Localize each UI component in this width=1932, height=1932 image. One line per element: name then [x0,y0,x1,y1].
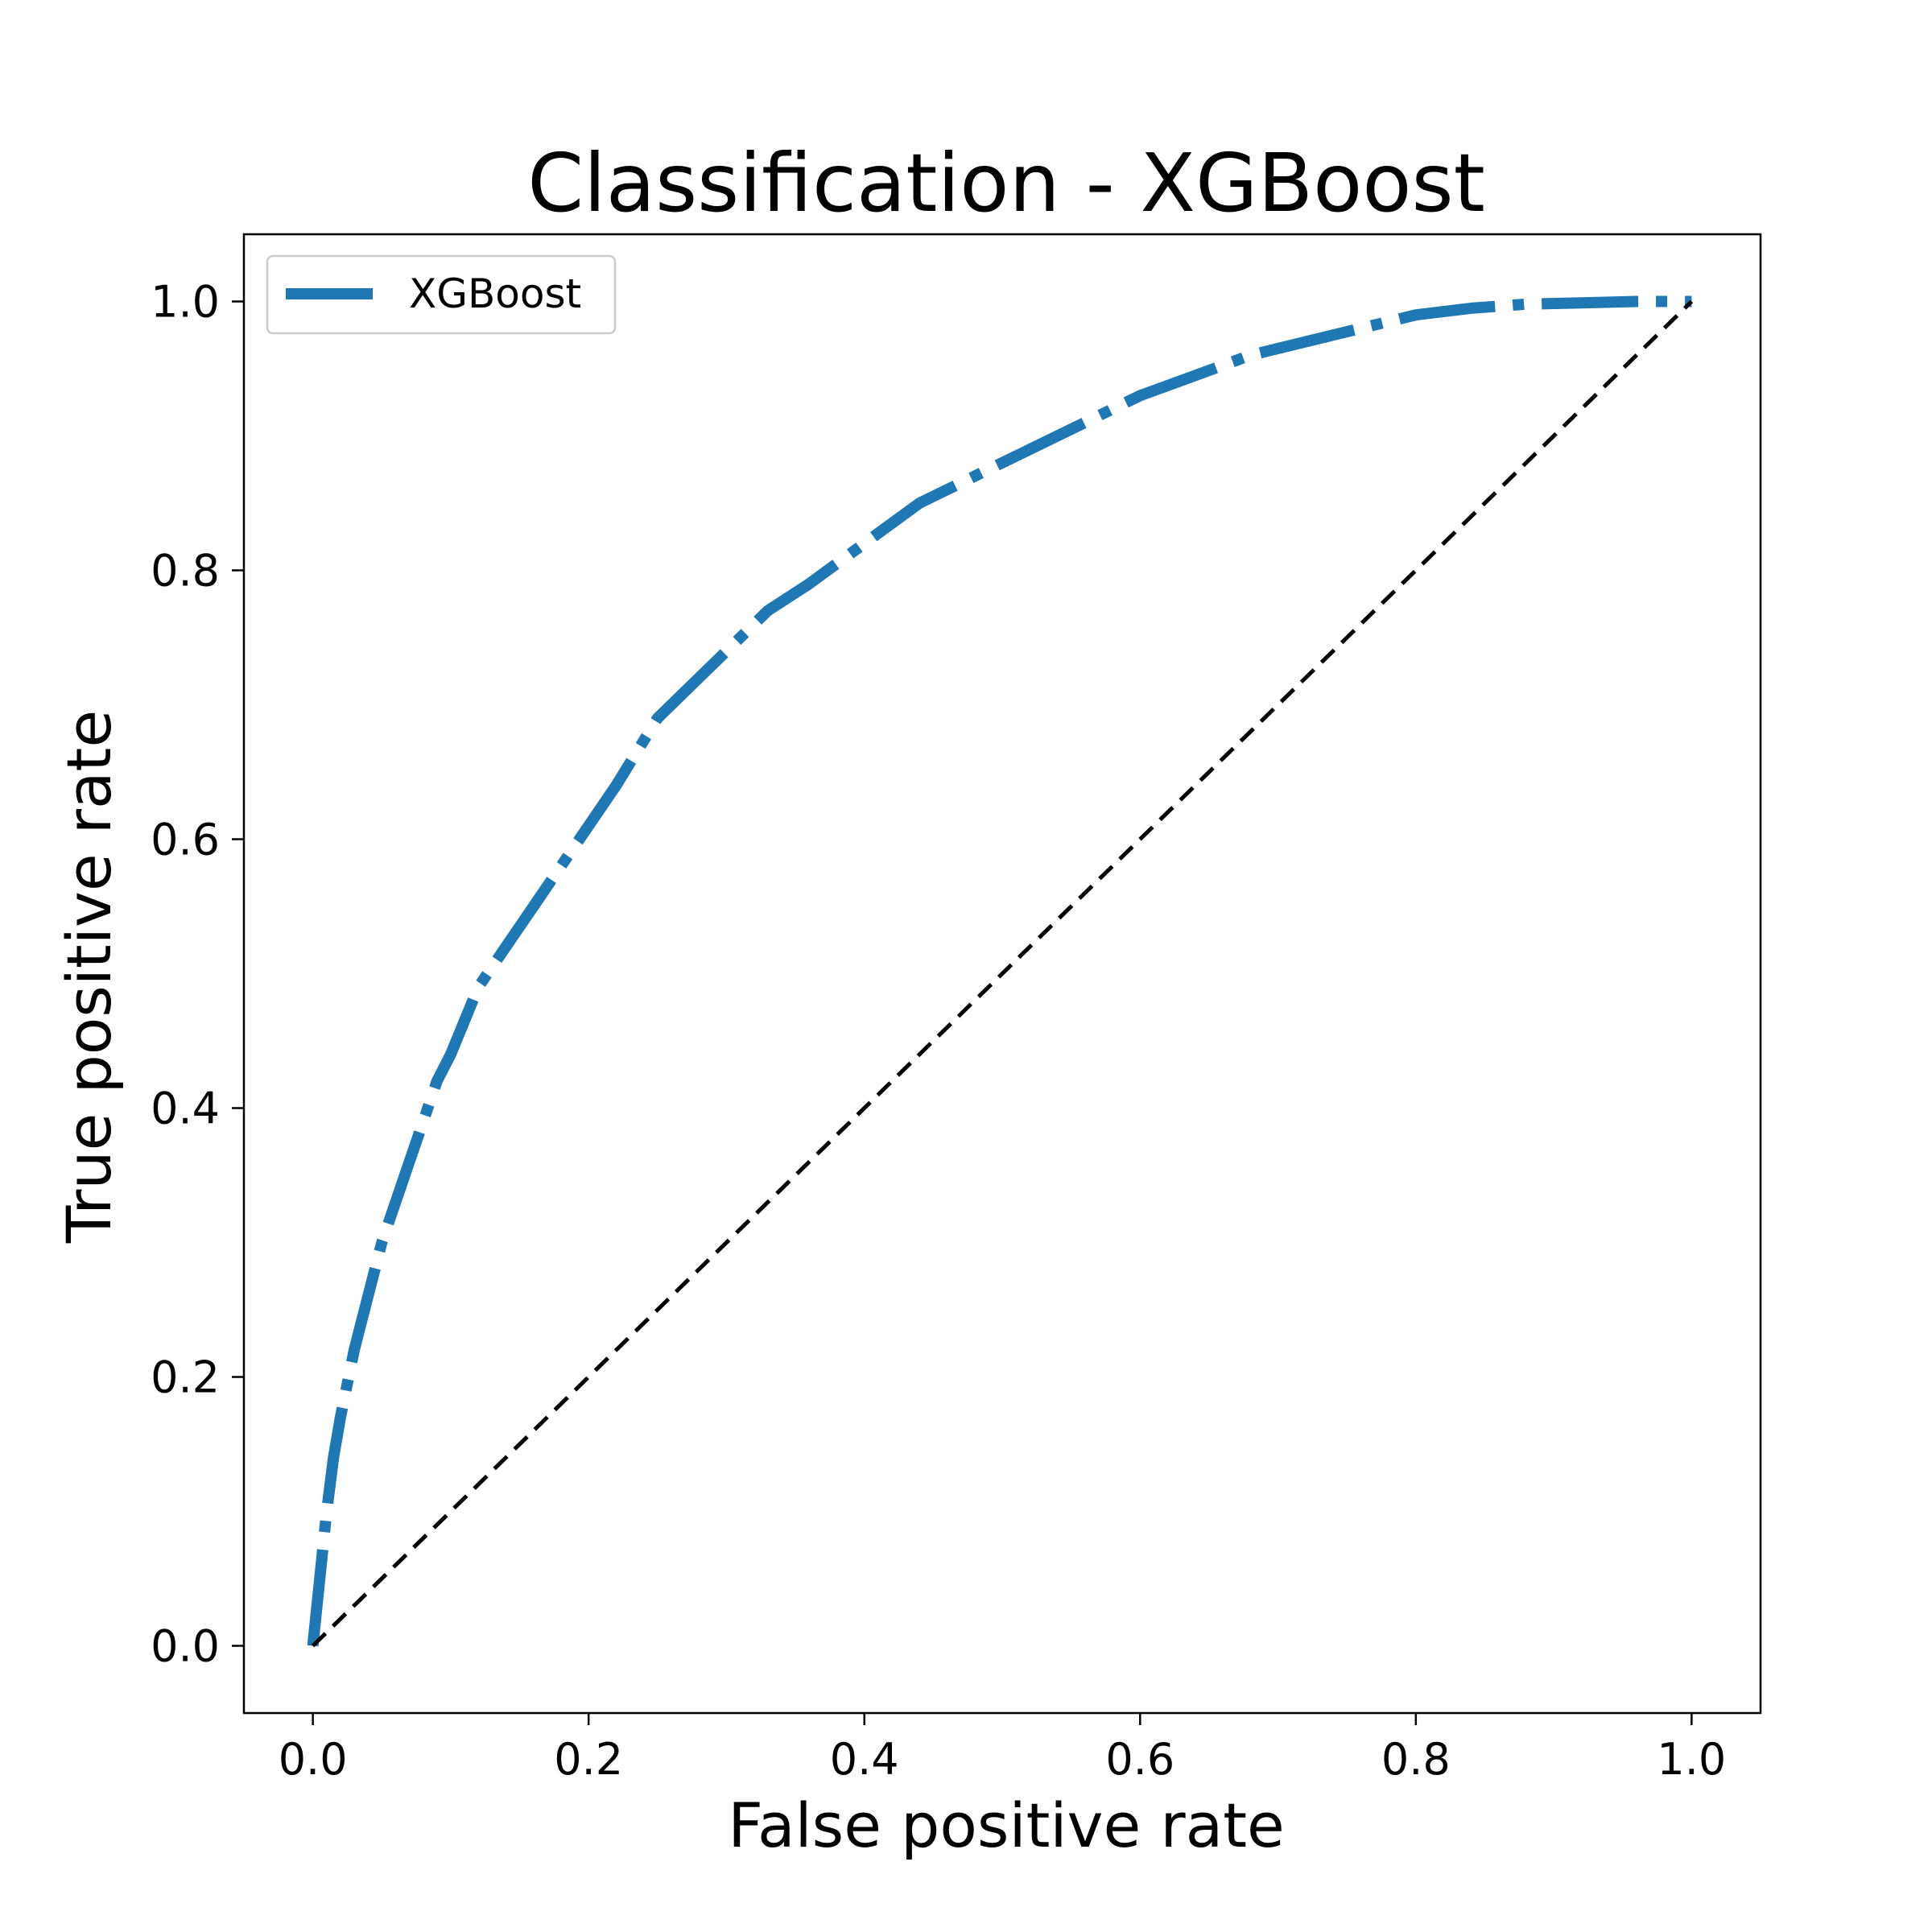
roc-curve-line [307,295,1692,1647]
legend-box [266,254,617,335]
x-axis-label: False positive rate [728,1790,1285,1861]
y-tick-label: 0.6 [151,815,220,865]
x-tick-label: 1.0 [1657,1734,1726,1785]
y-tick-label: 0.8 [151,546,220,597]
chance-diagonal-line [311,299,1694,1648]
y-axis-ticks: 0.0 0.2 0.4 0.6 0.8 1.0 [151,277,244,1672]
chart-title: Classification - XGBoost [527,136,1485,230]
plot-frame [242,233,1762,1715]
y-tick-label: 1.0 [151,277,220,328]
legend: XGBoost [266,254,617,335]
x-tick-label: 0.2 [554,1734,623,1785]
x-tick-label: 0.0 [279,1734,348,1785]
x-axis-ticks: 0.0 0.2 0.4 0.6 0.8 1.0 [279,1713,1726,1785]
y-axis-label: True positive rate [53,710,125,1244]
y-tick-label: 0.4 [151,1084,220,1134]
x-tick-label: 0.8 [1381,1734,1451,1785]
y-tick-label: 0.0 [151,1621,220,1672]
x-tick-label: 0.4 [830,1734,899,1785]
legend-label-xgboost: XGBoost [409,270,581,317]
x-tick-label: 0.6 [1105,1734,1174,1785]
y-tick-label: 0.2 [151,1352,220,1403]
series-layer [307,295,1694,1648]
